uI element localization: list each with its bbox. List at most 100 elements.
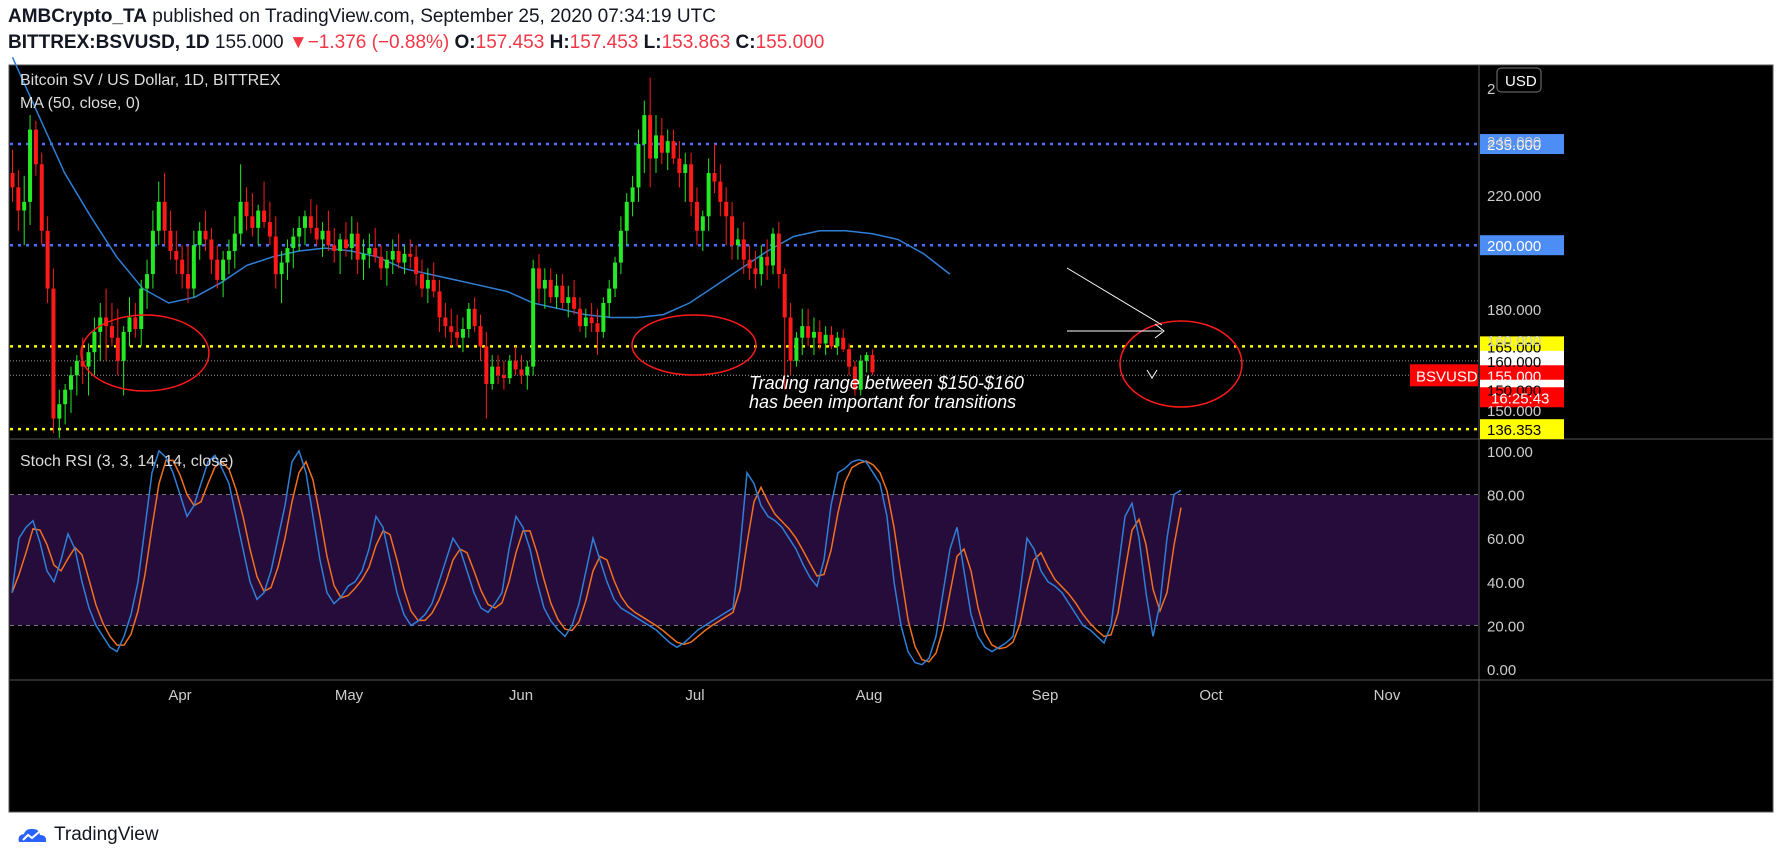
time-tick-label: May [335,687,364,704]
level-tag-label: 200.000 [1487,238,1541,255]
candle-body [607,288,612,304]
candle-body [443,317,448,327]
trend-arrow-line [1066,267,1163,326]
candle-body [69,375,73,390]
candle-body [689,164,694,202]
candle-body [765,256,770,266]
candle-body [250,216,255,228]
candle-body [285,248,290,263]
tradingview-brand[interactable]: TradingView [16,824,159,846]
candle-body [33,129,38,165]
candle-body [115,337,120,361]
publish-info: AMBCrypto_TA published on TradingView.co… [8,6,716,28]
candle-body [677,158,682,173]
publisher-name[interactable]: AMBCrypto_TA [8,6,147,27]
candle-body [186,274,190,289]
candle-body [788,317,793,361]
candle-body [414,256,419,275]
candle-body [226,250,231,260]
candle-body [811,331,816,338]
candle-body [759,256,764,275]
time-tick-label: Nov [1374,687,1401,704]
price-tick-label: 150.000 [1487,403,1541,420]
candle-body [431,279,436,292]
ma-label: MA (50, close, 0) [20,95,140,112]
candle-body [145,274,150,289]
candle-body [191,245,196,289]
candle-body [864,355,869,361]
candle-body [700,216,705,231]
candle-body [554,285,559,298]
candle-body [267,222,272,237]
close-label: C: [735,32,756,53]
candle-body [92,331,97,353]
stoch-d-line [11,459,1182,663]
candle-body [671,141,676,159]
range-ellipse [1119,320,1243,408]
candle-body [501,375,506,379]
currency-button-label: USD [1505,73,1537,90]
candle-body [747,259,752,269]
candle-body [221,259,226,280]
candle-body [449,326,454,332]
candle-body [332,245,337,251]
level-tag-label: 235.000 [1487,137,1541,154]
time-tick-label: Oct [1199,687,1223,704]
candle-body [168,230,173,251]
candle-body [121,331,126,361]
candle-body [408,253,413,257]
candle-body [642,115,647,145]
candle-body [537,268,541,289]
candle-body [613,262,618,289]
tradingview-logo-icon [18,828,47,842]
candle-body [326,230,331,246]
candle-body [753,268,758,275]
candle-body [28,129,33,202]
candle-body [706,172,711,217]
candle-body [127,317,132,332]
candle-body [659,135,664,153]
candle-body [542,279,547,289]
stoch-tick-label: 80.00 [1487,488,1525,505]
candle-body [308,216,313,228]
candle-body [57,404,62,419]
candle-body [361,253,366,260]
candle-body [583,317,588,327]
candle-body [156,201,161,231]
candle-body [22,201,27,211]
low-label: L: [643,32,662,53]
stoch-tick-label: 20.00 [1487,618,1525,635]
candle-body [683,164,688,173]
candle-body [852,366,857,390]
candle-body [507,360,512,379]
candle-body [735,239,740,246]
candle-body [109,326,114,338]
last-price: 155.000 [214,32,284,53]
candle-body [425,279,430,289]
candle-body [402,253,407,263]
candle-body [279,262,284,275]
quote-bar: BITTREX:BSVUSD, 1D 155.000 ▼−1.376 (−0.8… [8,32,824,54]
currency-button [1496,67,1542,93]
candle-body [618,230,623,263]
price-tick-label: 240.000 [1487,134,1541,151]
level-tag [1480,235,1564,256]
stoch-tick-label: 0.00 [1487,662,1516,679]
candle-body [104,317,109,327]
candle-body [841,337,846,350]
candle-body [367,248,372,254]
candle-body [490,366,495,384]
candle-body [384,259,389,269]
axes-layer [10,65,1773,812]
level-tag [1480,134,1564,155]
time-tick-label: Aug [856,687,883,704]
high-label: H: [549,32,570,53]
candle-body [782,274,787,318]
candles-layer [10,77,875,438]
price-tick-label: 180.000 [1487,302,1541,319]
stoch-tick-label: 100.00 [1487,444,1533,461]
candle-body [823,334,828,344]
level-tag-label: 136.353 [1487,422,1541,439]
level-tag-label: 155.000 [1487,368,1541,385]
